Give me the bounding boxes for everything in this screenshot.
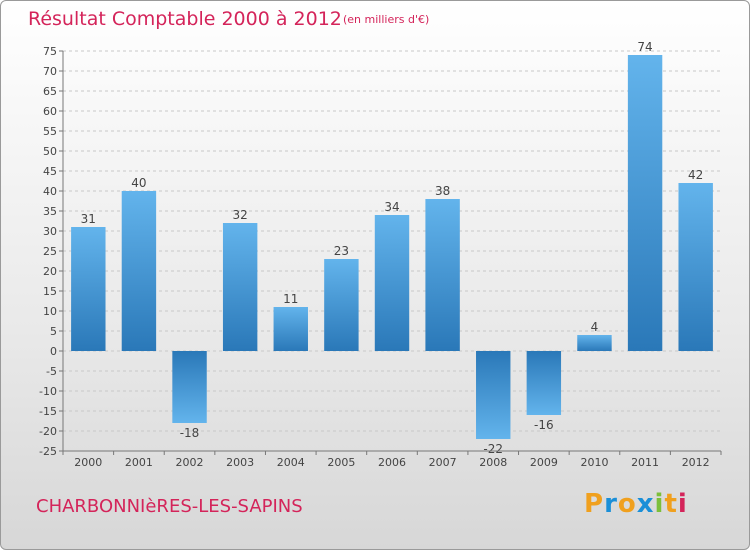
bar-2010 [577,335,612,351]
bar-2008 [476,351,511,439]
x-tick-label: 2001 [125,456,153,469]
y-tick-label: -25 [39,445,57,458]
y-tick-label: 30 [43,225,57,238]
y-tick-label: 15 [43,285,57,298]
logo-letter: P [584,489,605,519]
y-tick-label: -10 [39,385,57,398]
logo-letter: i [654,489,665,519]
commune-name: CHARBONNIèRES-LES-SAPINS [36,496,303,517]
data-label: -22 [483,442,503,456]
x-tick-label: 2000 [74,456,102,469]
y-tick-label: 65 [43,85,57,98]
x-tick-label: 2006 [378,456,406,469]
logo-letter: i [677,489,688,519]
data-label: 40 [131,176,146,190]
y-tick-label: 50 [43,145,57,158]
y-tick-label: -15 [39,405,57,418]
data-label: 4 [591,320,599,334]
x-tick-label: 2003 [226,456,254,469]
logo-letter: t [664,489,678,519]
bar-2011 [627,55,663,351]
data-label: 74 [637,40,652,54]
y-tick-label: 75 [43,45,57,58]
bar-2004 [273,307,308,351]
bar-2007 [425,199,460,351]
x-tick-label: 2011 [631,456,659,469]
chart-title: Résultat Comptable 2000 à 2012 [28,8,342,30]
x-tick-label: 2005 [327,456,355,469]
y-tick-label: 25 [43,245,57,258]
y-tick-label: 5 [50,325,57,338]
y-tick-label: -5 [46,365,57,378]
bar-2000 [71,227,106,351]
y-tick-label: 55 [43,125,57,138]
data-label: -16 [534,418,554,432]
y-tick-label: 45 [43,165,57,178]
chart-subtitle: (en milliers d'€) [343,13,430,26]
x-tick-label: 2012 [682,456,710,469]
bar-2002 [172,351,207,423]
bar-2009 [526,351,562,415]
data-label: 34 [384,200,399,214]
data-label: 31 [81,212,96,226]
logo-letter: o [617,489,637,519]
y-tick-label: 70 [43,65,57,78]
y-tick-label: 40 [43,185,57,198]
x-tick-label: 2008 [479,456,507,469]
logo-letter: x [636,489,655,519]
x-tick-label: 2010 [580,456,608,469]
bar-2012 [678,183,713,351]
y-tick-label: 20 [43,265,57,278]
x-tick-label: 2007 [429,456,457,469]
bar-2003 [222,223,258,351]
bar-2006 [374,215,410,351]
y-tick-label: 35 [43,205,57,218]
data-label: 23 [334,244,349,258]
logo-letter: r [604,489,618,519]
data-label: 38 [435,184,450,198]
data-label: 32 [233,208,248,222]
y-tick-label: 10 [43,305,57,318]
data-label: 42 [688,168,703,182]
data-label: -18 [180,426,200,440]
y-tick-label: 0 [50,345,57,358]
x-tick-label: 2009 [530,456,558,469]
y-tick-label: -20 [39,425,57,438]
x-tick-label: 2002 [176,456,204,469]
proxiti-logo: Proxiti [584,489,688,519]
bar-2001 [121,191,157,351]
data-label: 11 [283,292,298,306]
y-tick-label: 60 [43,105,57,118]
x-tick-label: 2004 [277,456,305,469]
bar-2005 [324,259,359,351]
